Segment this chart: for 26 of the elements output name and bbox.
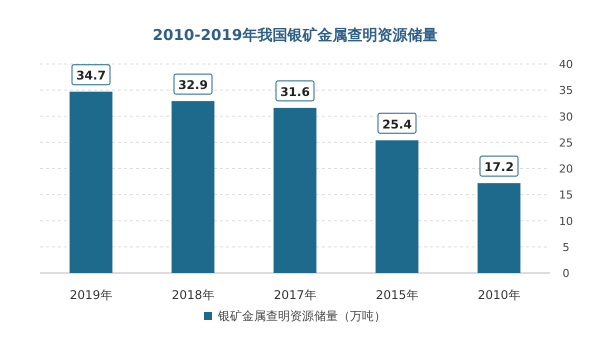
y-tick-label: 40: [559, 58, 573, 71]
x-tick-label: 2018年: [172, 288, 214, 302]
y-tick-label: 15: [559, 188, 573, 202]
bar: [274, 108, 316, 273]
data-label: 34.7: [76, 68, 106, 83]
data-label: 31.6: [280, 84, 310, 99]
data-label: 32.9: [178, 78, 208, 92]
data-label: 17.2: [484, 160, 514, 174]
x-tick-label: 2019年: [70, 288, 112, 302]
y-tick-label: 20: [559, 162, 573, 176]
bar: [172, 101, 214, 273]
x-tick-label: 2017年: [274, 288, 316, 302]
x-tick-label: 2015年: [376, 288, 418, 302]
x-tick-label: 2010年: [478, 288, 520, 302]
y-tick-label: 10: [559, 214, 573, 228]
y-tick-label: 0: [562, 267, 570, 280]
legend-label: 银矿金属查明资源储量（万吨）: [217, 309, 386, 323]
y-tick-label: 5: [562, 240, 570, 254]
chart-title: 2010-2019年我国银矿金属查明资源储量: [152, 26, 438, 44]
y-tick-label: 25: [559, 136, 573, 150]
bar: [376, 140, 418, 273]
bar: [478, 183, 520, 273]
y-tick-label: 35: [559, 84, 573, 98]
y-tick-label: 30: [559, 110, 573, 124]
bar: [70, 92, 112, 273]
data-label: 25.4: [382, 117, 412, 132]
